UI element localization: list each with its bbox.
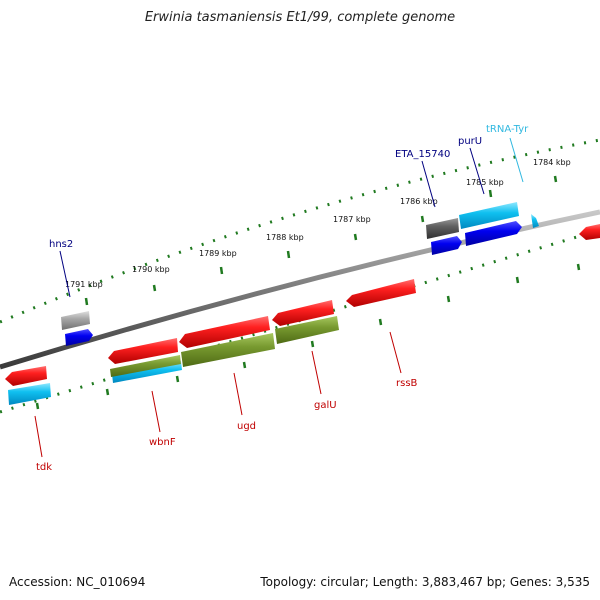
topology-label: Topology: circular; Length: 3,883,467 bp… [260, 575, 590, 589]
major-ticks-inner [35, 263, 581, 410]
cds-feature-eta15740 [431, 236, 462, 255]
leader-trna-tyr [509, 137, 524, 183]
gene-label-hns2: hns2 [49, 239, 73, 250]
map-title: Erwinia tasmaniensis Et1/99, complete ge… [144, 10, 456, 25]
gene-label-eta15740: ETA_15740 [395, 149, 450, 160]
tick-label-1784: 1784 kbp [533, 158, 571, 167]
leader-galU [311, 350, 322, 395]
leader-purU [469, 147, 485, 195]
misc-feature-galU [275, 316, 339, 344]
leader-wbnF [151, 390, 161, 433]
major-tick [378, 318, 383, 326]
major-tick [175, 375, 180, 383]
misc-feature-ugd [181, 333, 275, 367]
gene-feature-galU [272, 300, 334, 326]
gene-label-trna-tyr: tRNA-Tyr [486, 124, 529, 135]
accession-label: Accession: NC_010694 [9, 575, 146, 589]
major-tick [488, 189, 493, 198]
tick-label-1788: 1788 kbp [266, 233, 304, 242]
gene-feature-ugd [179, 316, 270, 348]
gene-feature-eta15740 [426, 218, 459, 239]
cds-blue-features [65, 221, 522, 346]
major-ticks-outer [84, 175, 558, 306]
forward-strand-features [61, 202, 600, 330]
misc-feature-wbnF [110, 355, 181, 377]
gene-feature-wbnF [108, 338, 178, 364]
major-tick [446, 295, 451, 303]
tick-label-1789: 1789 kbp [199, 249, 237, 258]
major-tick [152, 284, 157, 292]
tick-label-1785: 1785 kbp [466, 178, 504, 187]
major-tick [420, 215, 425, 223]
rna-feature-tdk [8, 383, 51, 405]
gene-feature-rssB [346, 279, 416, 307]
leader-tdk [34, 415, 43, 458]
major-tick [553, 175, 558, 183]
leader-ugd [233, 372, 243, 416]
gene-feature-purU-cyan [459, 202, 519, 229]
major-tick [35, 402, 40, 410]
tick-label-1791: 1791 kbp [65, 280, 103, 289]
gene-label-tdk: tdk [36, 462, 52, 473]
major-tick [286, 250, 291, 259]
tick-label-1787: 1787 kbp [333, 215, 371, 224]
gene-label-wbnF: wbnF [149, 437, 176, 448]
leader-eta15740 [421, 160, 436, 208]
major-tick [219, 266, 224, 275]
gene-label-purU: purU [458, 136, 482, 147]
major-tick [515, 276, 520, 284]
cds-feature-hns2 [65, 329, 93, 346]
tick-label-1786: 1786 kbp [400, 197, 438, 206]
gene-label-rssB: rssB [396, 378, 418, 389]
leader-rssB [389, 331, 402, 374]
label-leaders [34, 137, 524, 458]
major-tick [242, 361, 247, 369]
major-tick [105, 388, 110, 396]
major-tick [576, 263, 581, 271]
gene-feature-tdk [5, 366, 47, 386]
gene-feature-right-edge [579, 224, 600, 240]
reverse-strand-features [5, 279, 416, 405]
gene-label-ugd: ugd [237, 421, 256, 432]
gene-label-galU: galU [314, 400, 337, 411]
gene-feature-trna-tyr [531, 214, 539, 228]
cds-feature-purU [465, 221, 522, 246]
major-tick [84, 297, 89, 306]
major-tick [353, 233, 358, 241]
leader-hns2 [59, 250, 71, 298]
gene-feature-hns2 [61, 311, 90, 330]
major-tick [310, 340, 315, 348]
tick-label-1790: 1790 kbp [132, 265, 170, 274]
